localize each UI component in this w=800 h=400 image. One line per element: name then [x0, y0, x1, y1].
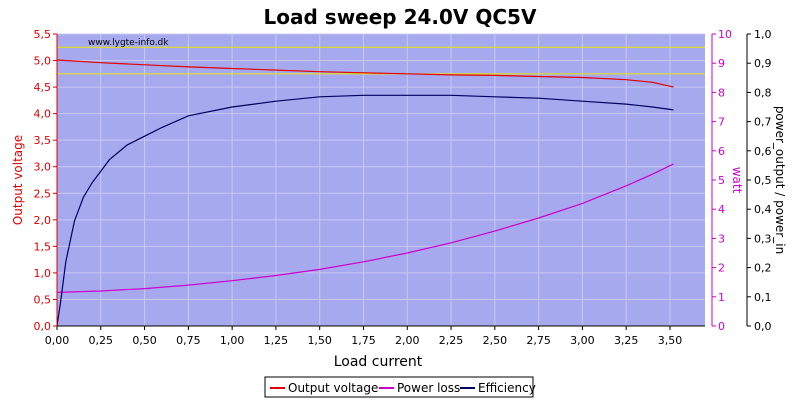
right1-tick-label: 1	[718, 291, 725, 304]
plot-area	[57, 34, 705, 326]
right2-tick-label: 0,0	[754, 320, 772, 333]
reference-lines	[57, 46, 705, 75]
right1-tick-label: 7	[718, 116, 725, 129]
x-tick-label: 2,25	[439, 334, 464, 347]
left-tick-label: 3,0	[34, 161, 52, 174]
right1-axis-ticks: 0 1 2 3 4 5 6 7 8 9 10	[712, 28, 732, 333]
x-tick-label: 3,25	[614, 334, 639, 347]
right2-tick-label: 0,4	[754, 203, 772, 216]
right2-tick-label: 0,8	[754, 86, 772, 99]
watermark: www.lygte-info.dk	[88, 38, 169, 48]
left-tick-label: 4,5	[34, 81, 52, 94]
x-axis-label: Load current	[334, 354, 423, 370]
left-axis-ticks: 0,0 0,5 1,0 1,5 2,0 2,5 3,0 3,5 4,0 4,5 5,0 5,5	[34, 28, 57, 333]
series-group	[56, 59, 674, 327]
left-tick-label: 5,0	[34, 55, 52, 68]
right1-tick-label: 0	[718, 320, 725, 333]
legend: Output voltage Power loss Efficiency	[264, 376, 536, 398]
right1-tick-label: 3	[718, 232, 725, 245]
left-tick-label: 4,0	[34, 108, 52, 121]
series-line-efficiency	[56, 94, 674, 327]
x-tick-label: 0,00	[45, 334, 70, 347]
right2-tick-label: 0,2	[754, 262, 772, 275]
right1-tick-label: 4	[718, 203, 725, 216]
right2-axis-ticks: 0,0 0,1 0,2 0,3 0,4 0,5 0,6 0,7 0,8 0,9 1,0	[747, 28, 772, 333]
grid	[56, 33, 705, 327]
x-tick-label: 3,50	[658, 334, 683, 347]
left-tick-label: 0,5	[34, 293, 52, 306]
x-tick-label: 1,50	[307, 334, 332, 347]
right1-tick-label: 2	[718, 262, 725, 275]
legend-label-efficiency: Efficiency	[478, 381, 536, 395]
right2-tick-label: 0,5	[754, 174, 772, 187]
left-tick-label: 3,5	[34, 134, 52, 147]
right1-tick-label: 9	[718, 57, 725, 70]
right2-axis-label: power_output / power_in	[773, 106, 787, 254]
x-tick-label: 2,50	[483, 334, 508, 347]
x-tick-label: 0,25	[89, 334, 114, 347]
right2-tick-label: 0,6	[754, 145, 772, 158]
left-tick-label: 2,0	[34, 214, 52, 227]
left-tick-label: 2,5	[34, 187, 52, 200]
x-tick-label: 0,75	[176, 334, 201, 347]
right1-tick-label: 5	[718, 174, 725, 187]
legend-label-output-voltage: Output voltage	[288, 381, 378, 395]
x-tick-label: 1,25	[264, 334, 289, 347]
left-tick-label: 0,0	[34, 320, 52, 333]
right1-axis-label: watt	[730, 167, 744, 194]
right2-tick-label: 0,7	[754, 116, 772, 129]
series-line-power-loss	[56, 163, 674, 293]
legend-box	[264, 376, 534, 398]
left-tick-label: 5,5	[34, 28, 52, 41]
x-tick-label: 2,00	[395, 334, 420, 347]
series-line-output-voltage	[56, 59, 674, 88]
x-tick-label: 2,75	[526, 334, 551, 347]
x-tick-label: 1,75	[351, 334, 376, 347]
x-tick-label: 0,50	[132, 334, 157, 347]
left-tick-label: 1,5	[34, 240, 52, 253]
right2-tick-label: 1,0	[754, 28, 772, 41]
right2-tick-label: 0,3	[754, 232, 772, 245]
left-tick-label: 1,0	[34, 267, 52, 280]
right2-tick-label: 0,1	[754, 291, 772, 304]
right1-tick-label: 6	[718, 145, 725, 158]
legend-label-power-loss: Power loss	[397, 381, 460, 395]
right1-tick-label: 10	[718, 28, 732, 41]
x-tick-label: 1,00	[220, 334, 245, 347]
right1-tick-label: 8	[718, 86, 725, 99]
chart-title: Load sweep 24.0V QC5V	[264, 5, 537, 29]
left-axis-label: Output voltage	[11, 135, 25, 225]
x-tick-label: 3,00	[570, 334, 595, 347]
right2-tick-label: 0,9	[754, 57, 772, 70]
x-axis-ticks: 0,00 0,25 0,50 0,75 1,00 1,25 1,50 1,75 2,00 2,25…	[45, 326, 682, 347]
